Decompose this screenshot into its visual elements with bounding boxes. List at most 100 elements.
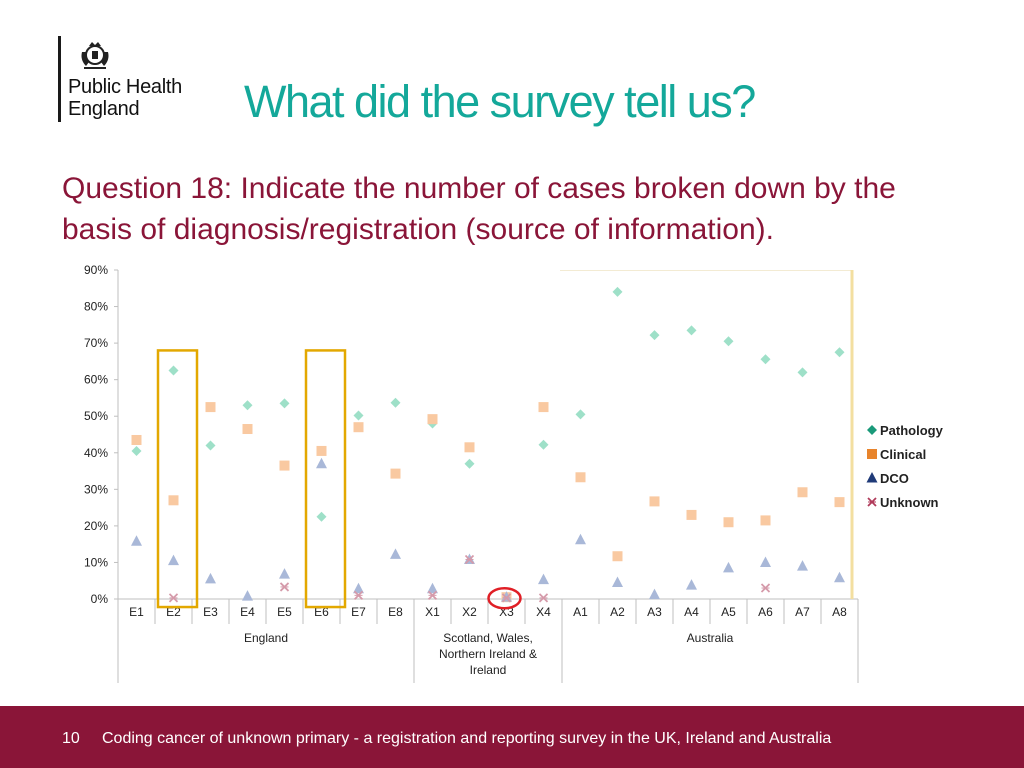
point-unknown <box>760 583 771 593</box>
point-pathology <box>612 286 623 297</box>
point-dco <box>575 533 586 545</box>
y-tick-label: 60% <box>84 373 108 387</box>
x-group-label-line: Australia <box>687 631 734 645</box>
point-pathology <box>205 440 216 451</box>
point-pathology <box>575 409 586 420</box>
point-clinical <box>242 424 253 435</box>
footer-bar: 10 Coding cancer of unknown primary - a … <box>0 706 1024 768</box>
logo-divider-bar <box>58 36 61 122</box>
point-clinical <box>168 495 179 506</box>
x-category-label: E5 <box>277 605 292 619</box>
point-dco <box>427 582 438 594</box>
x-group-label: Australia <box>687 631 734 645</box>
y-tick-label: 20% <box>84 519 108 533</box>
plot-top-edge <box>560 270 852 271</box>
y-tick-label: 10% <box>84 555 108 569</box>
y-tick-label: 40% <box>84 446 108 460</box>
x-category-label: A5 <box>721 605 736 619</box>
point-dco <box>686 579 697 590</box>
legend-label: DCO <box>880 471 909 486</box>
point-pathology <box>723 336 734 347</box>
point-pathology <box>131 445 142 456</box>
point-dco <box>501 591 512 602</box>
x-category-label: A3 <box>647 605 662 619</box>
x-category-label: E2 <box>166 605 181 619</box>
point-clinical <box>131 434 142 445</box>
x-category-label: A1 <box>573 605 588 619</box>
point-dco <box>205 572 216 584</box>
page-number: 10 <box>62 730 80 747</box>
slide-title: What did the survey tell us? <box>244 76 756 127</box>
point-unknown <box>538 593 549 603</box>
point-dco <box>649 588 660 600</box>
point-unknown <box>501 593 512 603</box>
x-group-label-line: Northern Ireland & <box>439 647 537 661</box>
legend-label: Clinical <box>880 447 926 462</box>
point-pathology <box>316 511 327 522</box>
phe-logo: Public Health England <box>58 36 218 124</box>
highlight-box <box>156 349 199 609</box>
x-category-label: X4 <box>536 605 551 619</box>
legend-marker-dco <box>866 472 878 483</box>
x-category-label: A4 <box>684 605 699 619</box>
logo-line-1: Public Health <box>68 76 182 98</box>
point-dco <box>242 590 253 601</box>
x-category-label: E8 <box>388 605 403 619</box>
logo-wordmark: Public Health England <box>68 76 182 120</box>
logo-line-2: England <box>68 98 140 120</box>
point-clinical <box>612 551 623 562</box>
point-pathology <box>649 330 660 341</box>
x-category-label: A7 <box>795 605 810 619</box>
point-clinical <box>316 445 327 456</box>
point-dco <box>390 548 401 559</box>
x-group-label: Scotland, Wales, Northern Ireland & Irelan… <box>439 631 537 677</box>
point-clinical <box>723 517 734 528</box>
point-unknown <box>353 590 364 600</box>
point-clinical <box>427 414 438 425</box>
x-group-label: England <box>244 631 288 645</box>
point-unknown <box>427 590 438 600</box>
point-pathology <box>464 458 475 469</box>
legend-marker-clinical <box>867 449 877 459</box>
point-clinical <box>760 515 771 526</box>
point-dco <box>168 554 179 566</box>
point-pathology <box>834 347 845 358</box>
point-clinical <box>353 422 364 433</box>
point-dco <box>797 560 808 571</box>
legend-marker-unknown <box>867 497 877 507</box>
x-group-label-line: England <box>244 631 288 645</box>
point-unknown <box>464 554 475 565</box>
basis-of-diagnosis-chart: 0% 10% 20% 30% 40% 50% 60% 70% 80% 90% E1 E2 E3 E4 E5 E… <box>84 263 944 683</box>
highlight-box <box>304 349 347 609</box>
legend-label: Unknown <box>880 495 939 510</box>
highlight-circle <box>487 587 522 610</box>
footer-text: Coding cancer of unknown primary - a reg… <box>102 730 832 747</box>
point-clinical <box>390 468 401 479</box>
point-clinical <box>575 472 586 483</box>
x-category-label: X2 <box>462 605 477 619</box>
point-pathology <box>390 397 401 408</box>
point-pathology <box>538 439 549 450</box>
legend-marker-pathology <box>867 425 877 435</box>
point-pathology <box>760 354 771 365</box>
point-dco <box>316 457 327 469</box>
y-tick-label: 0% <box>91 592 109 606</box>
x-category-label: A8 <box>832 605 847 619</box>
point-clinical <box>464 442 475 453</box>
legend-label: Pathology <box>880 423 944 438</box>
x-category-label: E6 <box>314 605 329 619</box>
x-category-label: A2 <box>610 605 625 619</box>
point-clinical <box>797 487 808 498</box>
x-category-label: A6 <box>758 605 773 619</box>
point-pathology <box>797 367 808 378</box>
point-unknown <box>279 582 290 592</box>
point-pathology <box>168 365 179 376</box>
point-dco <box>723 561 734 573</box>
point-dco <box>538 573 549 585</box>
point-clinical <box>538 402 549 413</box>
x-category-label: E1 <box>129 605 144 619</box>
x-category-label: E4 <box>240 605 255 619</box>
y-tick-label: 50% <box>84 409 108 423</box>
y-tick-label: 70% <box>84 336 108 350</box>
point-clinical <box>205 402 216 413</box>
